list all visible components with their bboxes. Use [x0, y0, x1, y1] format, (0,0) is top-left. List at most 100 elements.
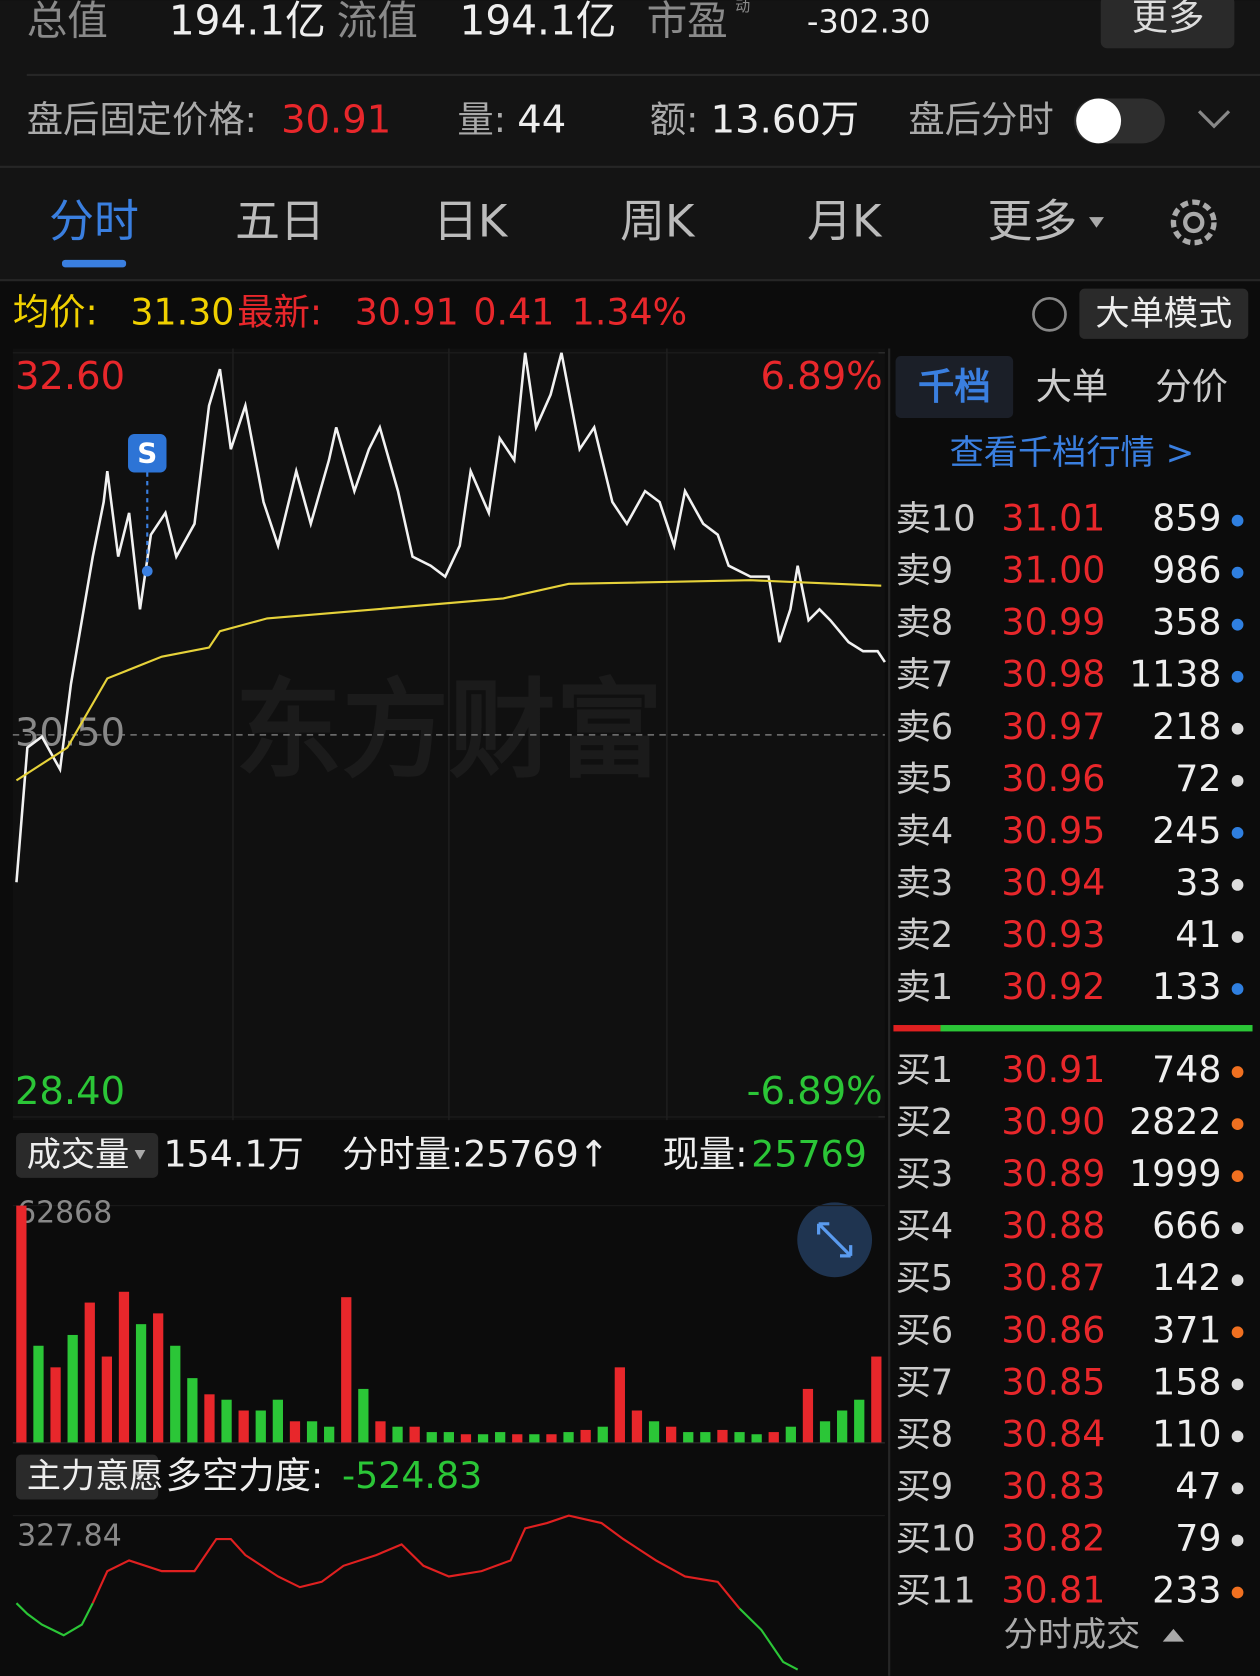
volume-bar — [67, 1334, 78, 1443]
book-level: 卖9 — [896, 551, 954, 592]
volume-bar — [495, 1432, 506, 1443]
volume-bar — [785, 1426, 796, 1443]
book-price: 30.91 — [1001, 1048, 1105, 1091]
current-volume: 25769 — [751, 1132, 867, 1175]
fullscreen-icon — [817, 1222, 853, 1258]
tab[interactable]: 周K — [620, 195, 696, 248]
y2-tick-label: -6.89% — [747, 1069, 883, 1114]
volume-bar — [717, 1429, 728, 1443]
book-level: 买9 — [896, 1466, 954, 1507]
book-price: 30.99 — [1001, 601, 1105, 644]
force-dropdown[interactable] — [16, 1454, 159, 1500]
book-dot — [1231, 774, 1244, 787]
gear[interactable] — [1170, 199, 1217, 246]
book-volume: 371 — [1152, 1308, 1221, 1351]
book-dot — [1231, 1430, 1244, 1443]
tab[interactable]: 分时 — [49, 195, 139, 248]
tab-underline — [61, 259, 127, 268]
volume-bar — [16, 1205, 27, 1443]
volume-bar — [187, 1378, 198, 1443]
book-level: 卖6 — [896, 707, 954, 748]
volume-title[interactable]: 成交量 — [27, 1135, 130, 1175]
book-dot — [1231, 1326, 1244, 1339]
mode-button-label[interactable]: 大单模式 — [1095, 294, 1232, 334]
book-price: 31.00 — [1001, 549, 1105, 592]
volume-bar — [614, 1367, 625, 1443]
y-tick-label: 30.50 — [15, 710, 125, 755]
force-title[interactable]: 主力意愿 — [27, 1457, 164, 1497]
volume-bar — [101, 1356, 112, 1443]
book-tab[interactable]: 分价 — [1155, 365, 1228, 408]
period-volume: 分时量:25769↑ — [342, 1132, 609, 1175]
tab[interactable]: 月K — [807, 195, 883, 248]
label: 最新: — [237, 290, 322, 333]
book-volume: 72 — [1175, 757, 1221, 800]
label: 盘后固定价格: — [27, 98, 257, 141]
book-price: 30.81 — [1001, 1569, 1105, 1612]
volume-bar — [837, 1410, 848, 1443]
mode-button[interactable] — [1079, 288, 1249, 339]
volume-bar — [802, 1388, 814, 1443]
book-volume: 41 — [1175, 913, 1221, 956]
book-level: 卖5 — [896, 759, 954, 800]
book-footer[interactable]: 分时成交 — [1004, 1615, 1141, 1655]
book-price: 30.86 — [1001, 1308, 1105, 1351]
book-price: 30.94 — [1001, 861, 1105, 904]
volume-bar — [409, 1426, 420, 1443]
tab[interactable]: 日K — [433, 195, 509, 248]
book-level: 卖1 — [896, 967, 954, 1008]
y-tick-label: 32.60 — [15, 354, 125, 399]
volume-dropdown[interactable] — [16, 1132, 159, 1178]
volume-bar — [597, 1426, 608, 1443]
book-volume: 158 — [1152, 1360, 1221, 1403]
book-level: 卖2 — [896, 915, 954, 956]
volume-bar — [50, 1367, 61, 1443]
book-price: 30.85 — [1001, 1360, 1105, 1403]
book-volume: 1999 — [1129, 1152, 1221, 1195]
book-dot — [1231, 1586, 1244, 1599]
book-level: 卖3 — [896, 863, 954, 904]
force-value: -524.83 — [342, 1454, 482, 1497]
volume-bar — [358, 1388, 369, 1443]
help-icon[interactable] — [1032, 296, 1067, 332]
toggle-knob — [1076, 98, 1122, 144]
expand-chevron[interactable] — [1197, 110, 1231, 129]
book-volume: 986 — [1152, 549, 1221, 592]
dropdown-arrow — [1089, 217, 1104, 228]
volume-bar — [546, 1434, 557, 1443]
book-link[interactable]: 查看千档行情 > — [950, 433, 1195, 473]
series-line — [91, 1514, 741, 1610]
book-split-bid — [940, 1025, 1253, 1032]
volume-bar — [477, 1434, 489, 1443]
volume-bar — [341, 1297, 352, 1443]
book-dot — [1231, 1482, 1244, 1495]
more-button-label[interactable]: 更多 — [1132, 0, 1205, 38]
book-price: 30.84 — [1001, 1412, 1105, 1455]
book-price: 30.82 — [1001, 1516, 1105, 1559]
book-level: 买2 — [896, 1102, 954, 1143]
book-dot — [1231, 931, 1244, 943]
book-tab[interactable]: 大单 — [1036, 365, 1109, 408]
book-dot — [1231, 618, 1244, 631]
book-level: 买5 — [896, 1258, 954, 1299]
more-button[interactable] — [1100, 0, 1235, 49]
tab[interactable]: 五日 — [235, 195, 325, 248]
book-price: 30.97 — [1001, 705, 1105, 748]
book-volume: 666 — [1152, 1204, 1221, 1247]
stat-value: 194.1亿 — [169, 0, 326, 45]
book-volume: 233 — [1152, 1569, 1221, 1612]
book-level: 卖7 — [896, 655, 954, 696]
volume-bar — [33, 1345, 44, 1443]
volume-total: 154.1万 — [164, 1132, 304, 1175]
tab[interactable]: 更多 — [987, 195, 1077, 248]
volume-bar — [529, 1434, 540, 1443]
annotation-point — [141, 565, 153, 577]
stat-value: 194.1亿 — [460, 0, 617, 45]
book-volume: 1138 — [1129, 653, 1221, 696]
stat-label: 总值 — [27, 0, 108, 45]
book-dot — [1231, 670, 1244, 683]
book-tab[interactable]: 千档 — [918, 365, 991, 408]
settings-icon[interactable] — [1170, 199, 1217, 246]
volume-bar — [666, 1426, 677, 1443]
footer-arrow[interactable] — [1162, 1628, 1185, 1642]
